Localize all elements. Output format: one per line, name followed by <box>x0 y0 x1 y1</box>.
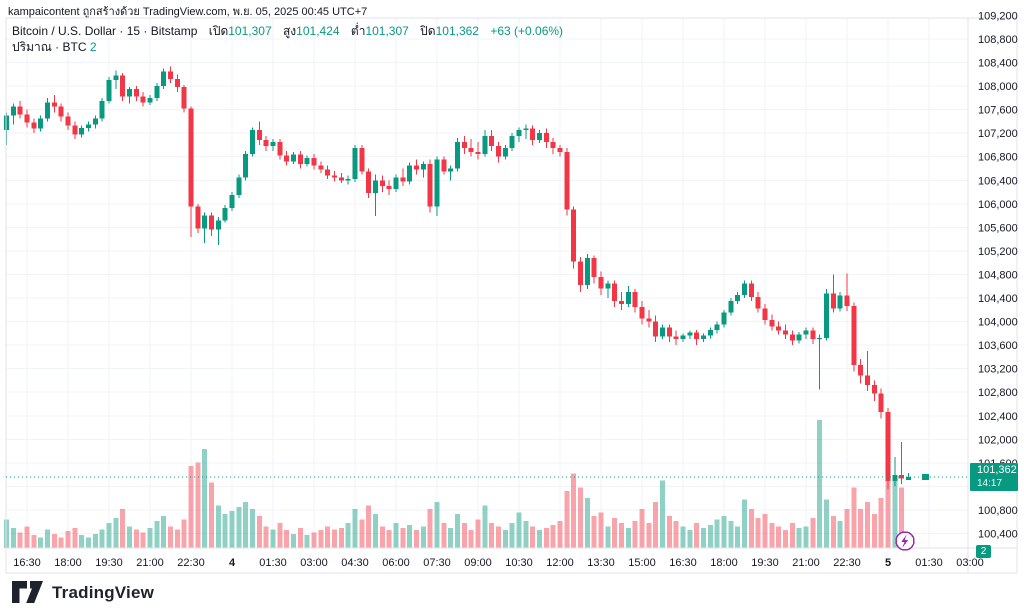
svg-text:15:00: 15:00 <box>628 557 656 569</box>
svg-text:21:00: 21:00 <box>136 557 164 569</box>
last-price-marker <box>922 473 929 480</box>
svg-text:19:30: 19:30 <box>751 557 779 569</box>
symbol-legend: Bitcoin / U.S. Dollar · 15 · Bitstamp เป… <box>12 22 563 41</box>
svg-text:06:00: 06:00 <box>382 557 410 569</box>
tradingview-logo[interactable]: TradingView <box>12 580 154 605</box>
svg-text:13:30: 13:30 <box>587 557 615 569</box>
svg-text:108,800: 108,800 <box>978 34 1018 46</box>
tradingview-logo-text: TradingView <box>52 582 155 602</box>
svg-text:108,400: 108,400 <box>978 58 1018 70</box>
svg-text:04:30: 04:30 <box>341 557 369 569</box>
price-axis[interactable]: 109,200 108,800 108,400 108,000 107,600 107,2… <box>978 10 1018 540</box>
candle-countdown: 14:17 <box>977 478 1003 489</box>
price-candles <box>4 66 911 490</box>
svg-text:12:00: 12:00 <box>546 557 574 569</box>
volume-value: 2 <box>89 40 97 54</box>
svg-text:100,800: 100,800 <box>978 505 1018 517</box>
volume-label: ปริมาณ · BTC <box>12 40 87 54</box>
svg-text:22:30: 22:30 <box>177 557 205 569</box>
svg-text:105,200: 105,200 <box>978 246 1018 258</box>
last-price-line <box>6 473 968 480</box>
svg-text:103,600: 103,600 <box>978 340 1018 352</box>
svg-text:07:30: 07:30 <box>423 557 451 569</box>
svg-text:21:00: 21:00 <box>792 557 820 569</box>
svg-text:03:00: 03:00 <box>956 557 984 569</box>
svg-text:16:30: 16:30 <box>669 557 697 569</box>
svg-text:106,000: 106,000 <box>978 199 1018 211</box>
svg-text:18:00: 18:00 <box>710 557 738 569</box>
svg-text:102,000: 102,000 <box>978 434 1018 446</box>
svg-text:01:30: 01:30 <box>915 557 943 569</box>
svg-text:108,000: 108,000 <box>978 81 1018 93</box>
symbol-title: Bitcoin / U.S. Dollar · 15 · Bitstamp <box>12 24 198 38</box>
change-value: +63 (+0.06%) <box>490 24 564 38</box>
snapshot-attribution: kampaicontent ถูกสร้างด้วย TradingView.c… <box>8 6 368 18</box>
svg-text:18:00: 18:00 <box>54 557 82 569</box>
last-price-value: 101,362 <box>977 464 1017 476</box>
svg-text:102,800: 102,800 <box>978 387 1018 399</box>
svg-text:105,600: 105,600 <box>978 222 1018 234</box>
svg-text:104,000: 104,000 <box>978 317 1018 329</box>
volume-bars <box>4 420 911 548</box>
svg-text:107,200: 107,200 <box>978 128 1018 140</box>
svg-text:107,600: 107,600 <box>978 105 1018 117</box>
flash-icon[interactable] <box>895 531 915 551</box>
open-label: เปิด <box>208 24 229 38</box>
volume-axis-badge: 2 <box>976 545 991 558</box>
open-value: 101,307 <box>228 24 272 38</box>
svg-text:01:30: 01:30 <box>259 557 287 569</box>
low-value: 101,307 <box>365 24 409 38</box>
time-axis[interactable]: 16:30 18:00 19:30 21:00 22:30 4 01:30 03:00 04:3… <box>13 557 984 569</box>
svg-text:104,400: 104,400 <box>978 293 1018 305</box>
svg-text:19:30: 19:30 <box>95 557 123 569</box>
svg-text:106,400: 106,400 <box>978 175 1018 187</box>
volume-legend: ปริมาณ · BTC 2 <box>12 38 97 57</box>
svg-text:102,400: 102,400 <box>978 411 1018 423</box>
svg-text:16:30: 16:30 <box>13 557 41 569</box>
svg-text:100,400: 100,400 <box>978 529 1018 541</box>
svg-text:4: 4 <box>229 557 236 569</box>
chart-gridlines <box>6 18 968 548</box>
chart-frame <box>5 17 1018 574</box>
svg-text:104,800: 104,800 <box>978 269 1018 281</box>
svg-text:22:30: 22:30 <box>833 557 861 569</box>
close-value: 101,362 <box>435 24 479 38</box>
low-label: ต่ำ <box>350 24 366 38</box>
high-value: 101,424 <box>296 24 340 38</box>
last-price-badge: 101,362 14:17 <box>970 463 1018 491</box>
svg-text:5: 5 <box>885 557 891 569</box>
high-label: สูง <box>282 24 297 38</box>
tradingview-logo-mark <box>12 581 43 603</box>
svg-text:03:00: 03:00 <box>300 557 328 569</box>
svg-text:109,200: 109,200 <box>978 10 1018 22</box>
svg-text:10:30: 10:30 <box>505 557 533 569</box>
close-label: ปิด <box>420 24 436 38</box>
svg-text:09:00: 09:00 <box>464 557 492 569</box>
svg-text:106,800: 106,800 <box>978 152 1018 164</box>
svg-text:103,200: 103,200 <box>978 364 1018 376</box>
